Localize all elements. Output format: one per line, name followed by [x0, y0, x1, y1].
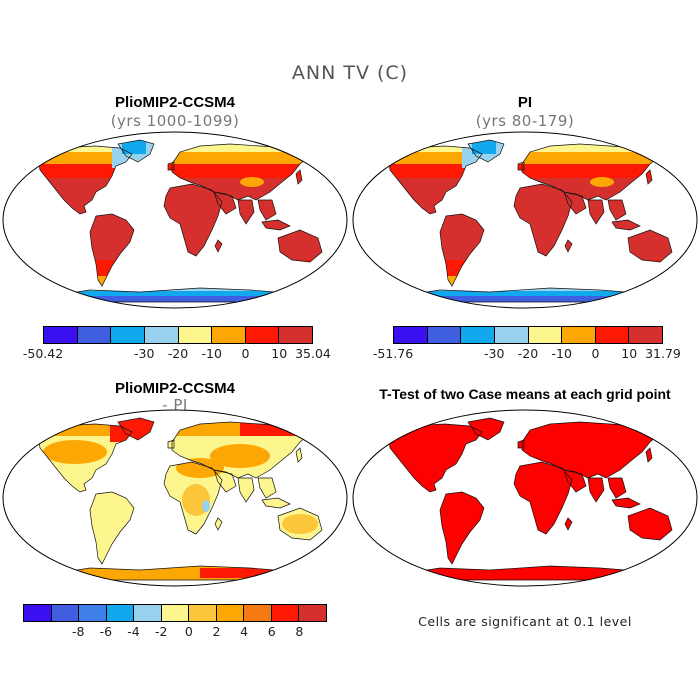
figure-title: ANN TV (C) [291, 62, 409, 84]
colorbar-swatch [244, 327, 279, 343]
colorbar-tick-label: -10 [551, 346, 572, 361]
colorbar-swatch [298, 605, 327, 621]
colorbar-tick-label: -10 [201, 346, 222, 361]
colorbar-tick-label: 8 [295, 624, 304, 639]
colorbar-tick-label: 10 [271, 346, 288, 361]
colorbar-pi [393, 326, 663, 344]
colorbar-diff [23, 604, 327, 622]
colorbar-ticks-diff: -8 -6 -4 -2 0 2 4 6 8 [0, 624, 350, 640]
colorbar-swatch [110, 327, 144, 343]
colorbar-tick-label: 10 [621, 346, 638, 361]
colorbar-pliomip2 [43, 326, 313, 344]
colorbar-tick-label: -2 [154, 624, 168, 639]
colorbar-swatch [188, 605, 216, 621]
colorbar-tick-label: -8 [72, 624, 85, 639]
panel-title-pi: PI [517, 94, 533, 111]
colorbar-swatch [76, 327, 111, 343]
colorbar-swatch [50, 605, 79, 621]
colorbar-swatch [160, 605, 189, 621]
colorbar-tick-label: -51.76 [372, 346, 414, 361]
colorbar-swatch [527, 327, 562, 343]
map-pliomip2 [2, 131, 348, 309]
colorbar-tick-label: 4 [240, 624, 249, 639]
colorbar-swatch [215, 605, 244, 621]
colorbar-ticks-pliomip2: -50.42 -30 -20 -10 0 10 35.04 [0, 346, 350, 362]
panel-subtitle-pliomip2: (yrs 1000-1099) [110, 112, 240, 130]
colorbar-tick-label: -4 [127, 624, 140, 639]
colorbar-tick-label: -20 [517, 346, 539, 361]
colorbar-swatch [177, 327, 212, 343]
map-pi [352, 131, 698, 309]
colorbar-swatch [24, 605, 51, 621]
colorbar-tick-label: 6 [267, 624, 276, 639]
colorbar-swatch [211, 327, 245, 343]
map-diff [2, 409, 348, 587]
colorbar-swatch [628, 327, 662, 343]
colorbar-tick-label: -50.42 [22, 346, 64, 361]
map-ttest [352, 409, 698, 587]
colorbar-tick-label: -30 [134, 346, 155, 361]
colorbar-tick-label: -30 [484, 346, 505, 361]
colorbar-tick-label: -20 [167, 346, 189, 361]
significance-note: Cells are significant at 0.1 level [418, 614, 632, 629]
panel-subtitle-pi: (yrs 80-179) [475, 112, 575, 130]
colorbar-swatch [594, 327, 629, 343]
colorbar-tick-label: 35.04 [295, 346, 331, 361]
colorbar-swatch [270, 605, 299, 621]
panel-title-ttest: T-Test of two Case means at each grid po… [379, 386, 671, 402]
colorbar-swatch [278, 327, 312, 343]
colorbar-swatch [243, 605, 271, 621]
panel-title-pliomip2: PlioMIP2-CCSM4 [114, 94, 235, 111]
colorbar-tick-label: 0 [591, 346, 600, 361]
colorbar-swatch [460, 327, 494, 343]
colorbar-tick-label: 2 [212, 624, 221, 639]
panel-subtitle-diff: - PI [162, 396, 188, 414]
colorbar-swatch [44, 327, 77, 343]
colorbar-swatch [133, 605, 161, 621]
colorbar-swatch [561, 327, 595, 343]
colorbar-swatch [493, 327, 528, 343]
colorbar-tick-label: 31.79 [645, 346, 681, 361]
colorbar-swatch [143, 327, 178, 343]
colorbar-swatch [426, 327, 461, 343]
colorbar-swatch [105, 605, 134, 621]
colorbar-tick-label: 0 [184, 624, 193, 639]
colorbar-tick-label: 0 [241, 346, 250, 361]
colorbar-swatch [394, 327, 427, 343]
colorbar-tick-label: -6 [99, 624, 113, 639]
panel-title-diff: PlioMIP2-CCSM4 [114, 380, 235, 397]
colorbar-swatch [78, 605, 106, 621]
colorbar-ticks-pi: -51.76 -30 -20 -10 0 10 31.79 [350, 346, 700, 362]
